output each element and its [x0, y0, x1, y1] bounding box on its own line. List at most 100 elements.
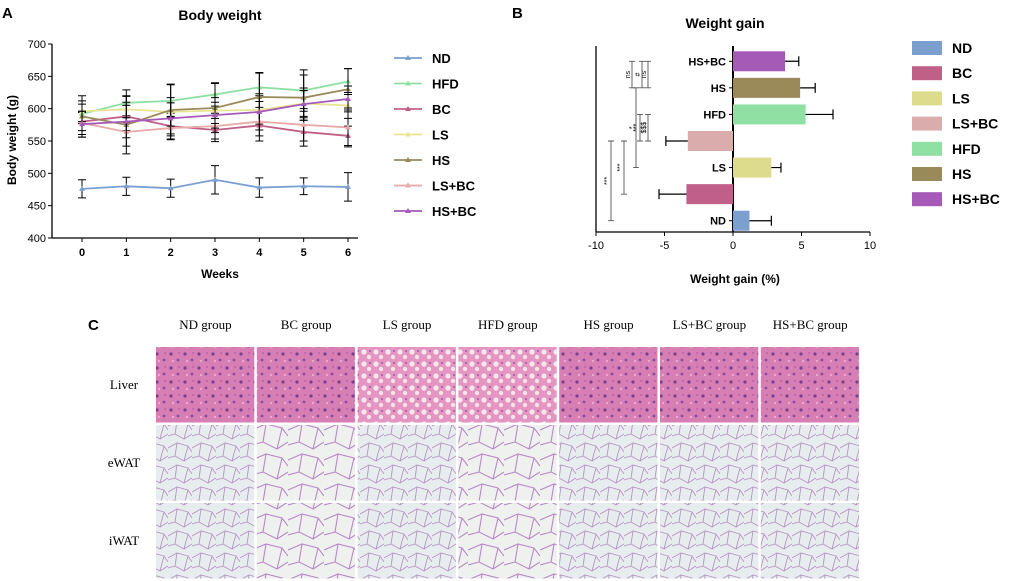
chart-a-ytick-label: 700 [28, 39, 46, 51]
chart-a-ytick-label: 500 [28, 168, 46, 180]
legend-swatch-HS+BC [912, 192, 942, 207]
histology-grid: ND group BC group LS group HFD group HS grou… [108, 317, 861, 580]
legend-label-BC: BC [952, 65, 972, 81]
chart-b-xtick-label: -5 [660, 240, 670, 252]
legend-label-HS+BC: HS+BC [432, 204, 477, 219]
histology-image [255, 424, 357, 502]
histology-image [558, 424, 659, 502]
bar-BC [686, 184, 733, 205]
legend-marker [405, 208, 411, 213]
legend-swatch-ND [912, 41, 942, 55]
data-point [79, 121, 85, 127]
column-header: HS group [583, 317, 633, 332]
histology-image [659, 346, 760, 424]
data-point [167, 185, 174, 191]
significance-bracket [639, 60, 645, 89]
legend-label-LS: LS [952, 90, 970, 106]
data-point [212, 112, 218, 118]
data-point [123, 183, 130, 189]
chart-a-ylabel: Body weight (g) [5, 95, 19, 185]
data-point [256, 184, 263, 190]
chart-a-xtick-label: 6 [345, 247, 351, 259]
legend-label-HFD: HFD [952, 141, 981, 157]
histology-image [759, 502, 861, 580]
row-label-Liver: Liver [110, 377, 139, 392]
chart-b-legend: ND BC LS LS+BC HFD HS HS+BC [912, 40, 1000, 207]
significance-label: ns [625, 70, 632, 78]
chart-b-xlabel: Weight gain (%) [690, 272, 780, 286]
bar-ND [733, 210, 750, 231]
histology-image [155, 346, 256, 424]
category-label-HS: HS [711, 83, 726, 95]
legend-label-ND: ND [432, 51, 451, 66]
data-point [79, 185, 85, 191]
significance-bracket [637, 113, 643, 142]
chart-a-ytick-label: 600 [28, 104, 46, 116]
chart-b-significance: *******ns$$$***ns # [604, 60, 651, 222]
significance-label: *** [617, 163, 624, 171]
legend-label-BC: BC [432, 102, 451, 117]
legend-marker [405, 157, 411, 162]
chart-b-xtick-label: 10 [864, 240, 876, 252]
chart-a-xtick-label: 5 [301, 247, 307, 259]
bar-HS [733, 77, 801, 98]
column-header: HFD group [478, 317, 538, 332]
row-label-iWAT: iWAT [109, 533, 139, 548]
histology-image [255, 502, 357, 580]
panel-letter-a: A [2, 5, 13, 22]
legend-swatch-LS [912, 91, 942, 106]
column-header: LS group [383, 317, 432, 332]
category-label-ND: ND [710, 216, 726, 228]
chart-a-ytick-label: 650 [28, 71, 46, 83]
chart-a-xtick-label: 2 [168, 247, 174, 259]
significance-label: ns [641, 70, 648, 78]
category-label-LS: LS [712, 163, 726, 175]
data-point [256, 108, 263, 114]
data-point [345, 95, 351, 101]
chart-a-series [78, 68, 352, 202]
bar-error-LS+BC [665, 136, 688, 146]
histology-image [255, 346, 357, 424]
histology-image [155, 424, 256, 502]
data-point [345, 183, 351, 189]
chart-a-xlabel: Weeks [201, 267, 239, 281]
chart-a-ytick-label: 400 [28, 233, 46, 245]
legend-label-LS+BC: LS+BC [432, 179, 476, 194]
significance-label: * [629, 126, 636, 129]
legend-swatch-LS+BC [912, 116, 942, 131]
legend-label-ND: ND [952, 40, 972, 56]
legend-label-HFD: HFD [432, 77, 459, 92]
bar-error-HS [800, 82, 816, 93]
column-header: ND group [179, 317, 231, 332]
chart-a-ytick-label: 450 [28, 201, 46, 213]
legend-swatch-HFD [912, 141, 942, 156]
histology-image [356, 424, 457, 502]
legend-label-HS+BC: HS+BC [952, 191, 1000, 207]
category-label-HS+BC: HS+BC [688, 56, 726, 68]
significance-label: *** [604, 177, 611, 185]
column-header: BC group [281, 317, 332, 332]
category-label-HFD: HFD [703, 109, 726, 121]
chart-b-xtick-label: 5 [798, 240, 804, 252]
chart-b-title: Weight gain [685, 15, 764, 31]
data-point [345, 124, 351, 130]
data-point [300, 121, 307, 127]
significance-bracket [621, 140, 627, 195]
histology-image [659, 424, 760, 502]
chart-a-legend: ND HFD BC LS HS LS+BC HS+BC [394, 51, 477, 219]
bar-error-ND [749, 215, 772, 226]
histology-image [457, 502, 558, 580]
row-label-eWAT: eWAT [108, 455, 141, 470]
legend-label-LS+BC: LS+BC [952, 116, 998, 132]
histology-image [356, 346, 457, 424]
bar-HS+BC [733, 51, 786, 72]
significance-label: $$$ [641, 122, 648, 134]
significance-bracket [608, 140, 614, 222]
legend-marker [405, 106, 411, 111]
significance-bracket [645, 113, 651, 142]
legend-swatch-HS [912, 167, 942, 181]
histology-image [759, 424, 861, 502]
body-weight-chart: Body weight Body weight (g) Weeks 400450… [5, 7, 477, 281]
legend-marker [405, 80, 411, 86]
